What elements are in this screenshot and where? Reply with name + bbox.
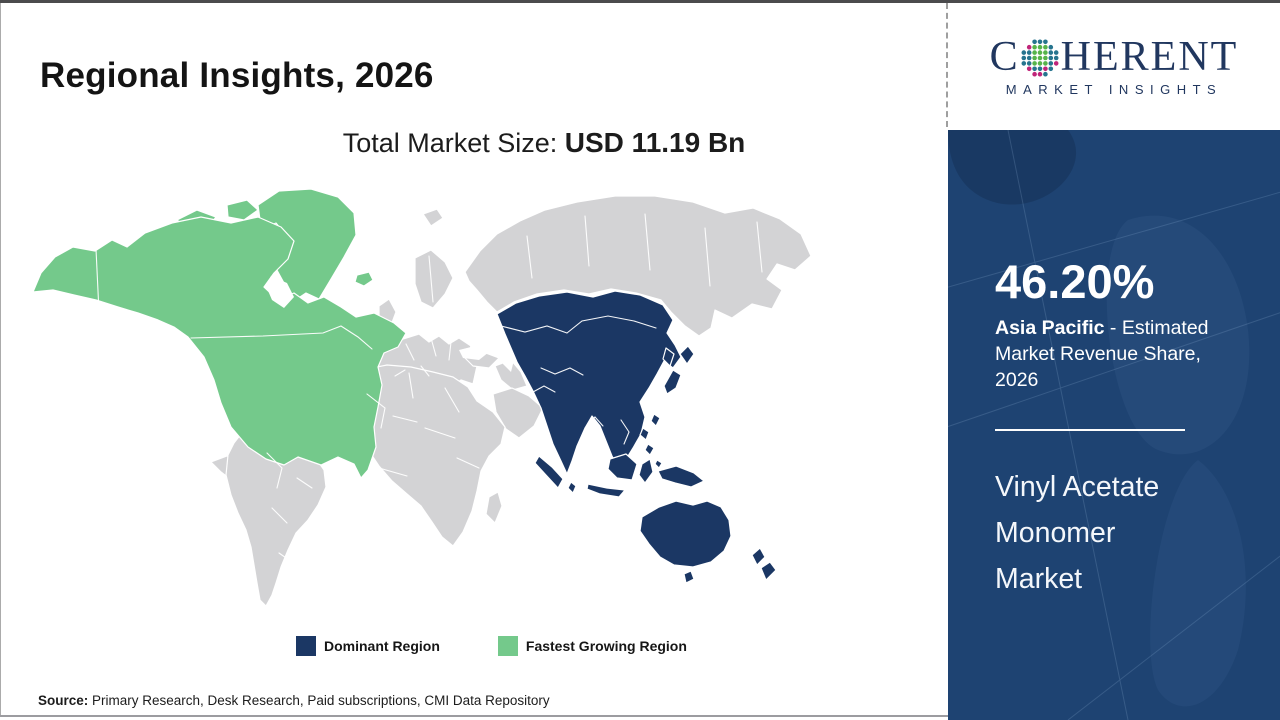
total-market-size: Total Market Size: USD 11.19 Bn <box>0 127 1088 159</box>
logo-letters-herent: HERENT <box>1060 34 1239 80</box>
coherent-logo-wordmark: C HERENT <box>990 36 1239 78</box>
legend: Dominant Region Fastest Growing Region <box>296 636 687 656</box>
legend-label-growing: Fastest Growing Region <box>525 638 687 654</box>
legend-swatch-growing <box>497 636 518 656</box>
region-rest-of-world <box>210 195 812 607</box>
coherent-logo-globe-icon <box>1021 39 1059 77</box>
total-market-size-value: USD 11.19 Bn <box>564 127 746 158</box>
region-north-america <box>32 188 407 479</box>
total-market-size-label: Total Market Size: <box>342 128 565 158</box>
logo-letter-c: C <box>989 34 1020 80</box>
sidebar-divider <box>995 429 1185 432</box>
stat-value: 46.20% <box>995 255 1155 308</box>
vertical-dashed-divider <box>946 3 948 127</box>
legend-item-growing: Fastest Growing Region <box>497 636 687 656</box>
source-text: Primary Research, Desk Research, Paid su… <box>88 693 550 708</box>
slide-top-border <box>0 0 1280 3</box>
world-map-svg <box>32 188 812 607</box>
sidebar-map-texture <box>948 130 1280 720</box>
source-line: Source: Primary Research, Desk Research,… <box>38 693 550 708</box>
legend-item-dominant: Dominant Region <box>296 636 440 656</box>
page-title: Regional Insights, 2026 <box>40 56 434 96</box>
legend-swatch-dominant <box>296 636 316 656</box>
stat-region: Asia Pacific <box>995 317 1105 339</box>
sidebar: 46.20% Asia Pacific - Estimated Market R… <box>948 130 1280 720</box>
map-borders <box>95 213 763 561</box>
source-label: Source: <box>38 693 89 708</box>
region-asia-pacific <box>496 290 777 584</box>
logo-tagline: MARKET INSIGHTS <box>1005 82 1223 97</box>
slide-bottom-border <box>0 715 948 717</box>
sidebar-content: 46.20% Asia Pacific - Estimated Market R… <box>948 258 1280 602</box>
legend-label-dominant: Dominant Region <box>324 638 440 654</box>
slide-left-border <box>0 3 1 716</box>
coherent-logo: C HERENT MARKET INSIGHTS <box>948 3 1280 130</box>
world-map <box>25 176 825 634</box>
map-water <box>266 276 515 372</box>
market-name: Vinyl Acetate Monomer Market <box>995 471 1160 595</box>
stat-desc-text: - Estimated Market Revenue Share, 2026 <box>995 317 1209 392</box>
stat-description: Asia Pacific - Estimated Market Revenue … <box>995 315 1243 393</box>
